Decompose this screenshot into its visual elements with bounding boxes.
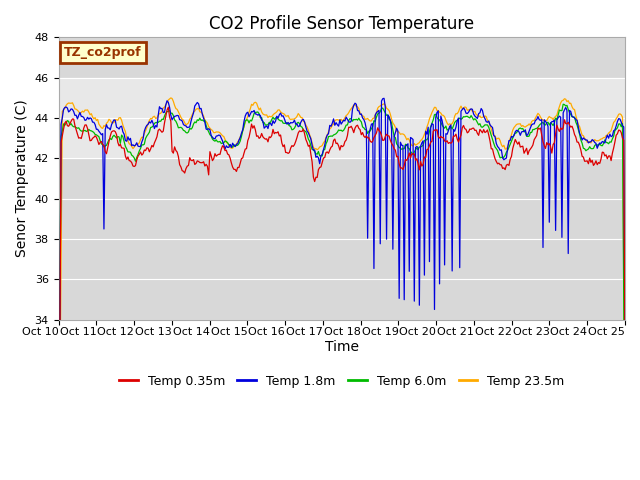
X-axis label: Time: Time [324, 340, 359, 354]
Temp 1.8m [598, 139, 606, 144]
Temp 6.0m [621, 475, 629, 480]
Y-axis label: Senor Temperature (C): Senor Temperature (C) [15, 100, 29, 257]
Temp 0.35m [149, 144, 157, 150]
Temp 23.5m [149, 114, 157, 120]
Line: Temp 23.5m: Temp 23.5m [58, 98, 625, 480]
Temp 6.0m [614, 125, 621, 131]
Temp 0.35m [375, 128, 383, 133]
Temp 1.8m [374, 108, 381, 114]
Line: Temp 6.0m: Temp 6.0m [58, 104, 625, 480]
Temp 6.0m [465, 114, 472, 120]
Legend: Temp 0.35m, Temp 1.8m, Temp 6.0m, Temp 23.5m: Temp 0.35m, Temp 1.8m, Temp 6.0m, Temp 2… [114, 370, 570, 393]
Temp 0.35m [118, 145, 125, 151]
Temp 23.5m [118, 118, 125, 123]
Temp 0.35m [164, 104, 172, 110]
Temp 1.8m [380, 96, 388, 101]
Title: CO2 Profile Sensor Temperature: CO2 Profile Sensor Temperature [209, 15, 474, 33]
Bar [58, 78, 625, 158]
Temp 1.8m [149, 120, 157, 126]
Temp 6.0m [598, 143, 606, 149]
Line: Temp 0.35m: Temp 0.35m [58, 107, 625, 480]
Temp 23.5m [167, 95, 175, 101]
Temp 23.5m [598, 136, 606, 142]
Temp 0.35m [614, 131, 621, 137]
Temp 23.5m [375, 104, 383, 109]
Text: TZ_co2prof: TZ_co2prof [64, 46, 142, 59]
Line: Temp 1.8m: Temp 1.8m [58, 98, 625, 480]
Temp 0.35m [466, 126, 474, 132]
Temp 1.8m [118, 123, 125, 129]
Temp 6.0m [559, 101, 567, 107]
Temp 6.0m [118, 132, 125, 138]
Temp 1.8m [614, 119, 621, 124]
Temp 23.5m [466, 107, 474, 112]
Temp 6.0m [149, 123, 157, 129]
Temp 1.8m [466, 107, 474, 113]
Temp 0.35m [598, 149, 606, 155]
Temp 23.5m [614, 114, 621, 120]
Temp 1.8m [621, 344, 629, 349]
Temp 23.5m [621, 411, 629, 417]
Temp 6.0m [374, 111, 381, 117]
Temp 0.35m [621, 354, 629, 360]
